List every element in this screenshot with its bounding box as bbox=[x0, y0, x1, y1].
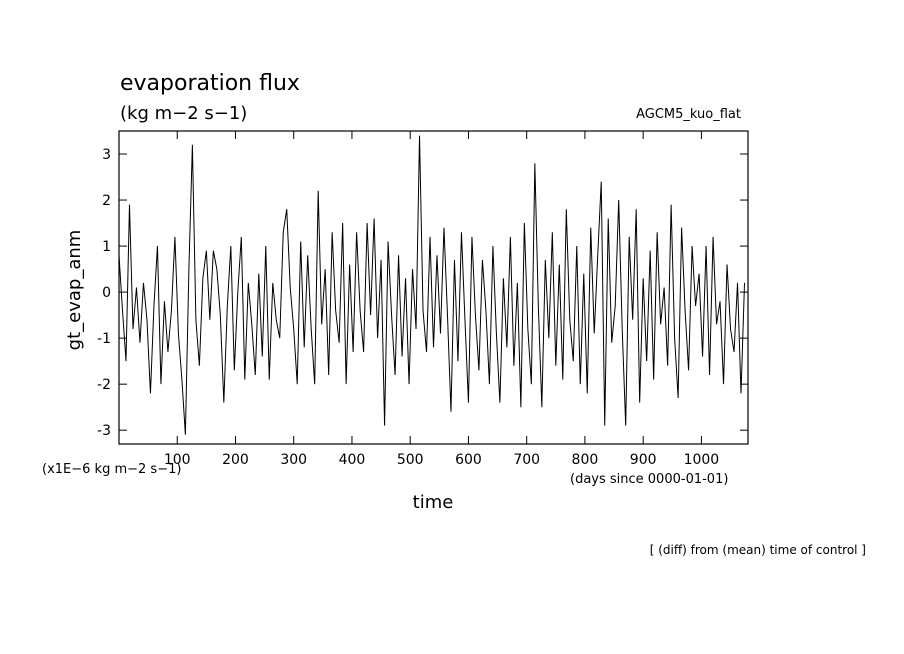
x-tick-label: 1000 bbox=[684, 452, 720, 468]
x-tick-label: 800 bbox=[572, 452, 599, 468]
x-tick-label: 100 bbox=[164, 452, 191, 468]
y-unit-note: (x1E−6 kg m−2 s−1) bbox=[42, 462, 181, 477]
y-axis-label: gt_evap_anm bbox=[64, 230, 85, 351]
x-tick-label: 900 bbox=[630, 452, 657, 468]
y-tick-label: -2 bbox=[97, 377, 111, 393]
x-tick-label: 700 bbox=[513, 452, 540, 468]
run-name: AGCM5_kuo_flat bbox=[636, 107, 741, 122]
x-tick-label: 200 bbox=[222, 452, 249, 468]
x-tick-label: 600 bbox=[455, 452, 482, 468]
y-tick-label: 1 bbox=[102, 239, 111, 255]
chart-title: evaporation flux bbox=[120, 71, 300, 96]
x-unit-note: (days since 0000-01-01) bbox=[570, 472, 728, 487]
y-tick-label: -3 bbox=[97, 423, 111, 439]
chart-subtitle: (kg m−2 s−1) bbox=[120, 103, 247, 124]
y-tick-label: 2 bbox=[102, 193, 111, 209]
x-tick-label: 300 bbox=[280, 452, 307, 468]
x-axis-label: time bbox=[413, 492, 454, 513]
plot-frame bbox=[118, 130, 749, 445]
y-tick-label: 0 bbox=[102, 285, 111, 301]
x-tick-label: 400 bbox=[339, 452, 366, 468]
data-line bbox=[118, 135, 746, 435]
y-tick-label: 3 bbox=[102, 147, 111, 163]
y-tick-label: -1 bbox=[97, 331, 111, 347]
footnote: [ (diff) from (mean) time of control ] bbox=[650, 543, 866, 557]
x-tick-label: 500 bbox=[397, 452, 424, 468]
